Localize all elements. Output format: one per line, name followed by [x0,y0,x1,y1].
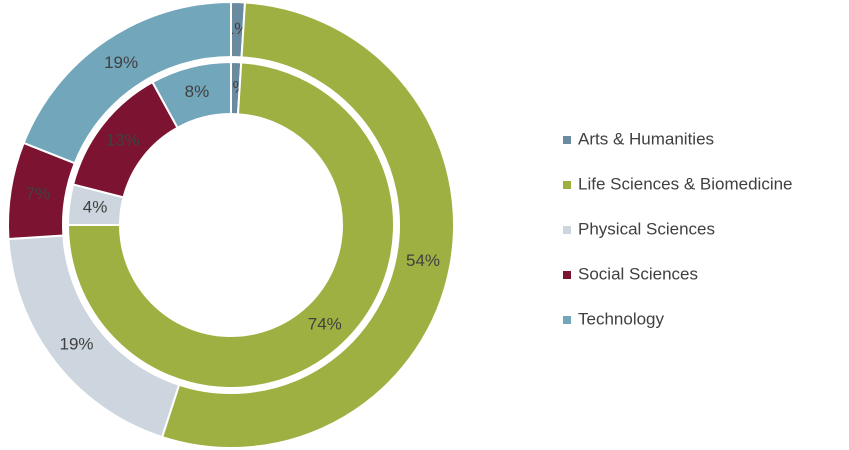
legend-swatch [563,136,571,144]
data-label: 13% [106,131,140,150]
legend-swatch [563,181,571,189]
data-label: 4% [83,197,108,216]
ring-segment [66,61,395,389]
data-label: 19% [60,334,94,353]
ring-segment [151,60,232,130]
ring-segment [160,1,455,449]
data-label: 8% [185,82,210,101]
legend-label: Social Sciences [578,264,698,283]
data-label: 19% [104,53,138,72]
legend-swatch [563,226,571,234]
ring-segment [22,0,232,165]
data-label: 54% [406,251,440,270]
data-label: 74% [308,314,342,333]
legend-swatch [563,316,571,324]
legend-swatch [563,271,571,279]
legend-label: Life Sciences & Biomedicine [578,174,793,193]
legend-label: Physical Sciences [578,219,715,238]
data-label: 7% [26,184,51,203]
legend-label: Arts & Humanities [578,129,714,148]
legend-label: Technology [578,309,665,328]
